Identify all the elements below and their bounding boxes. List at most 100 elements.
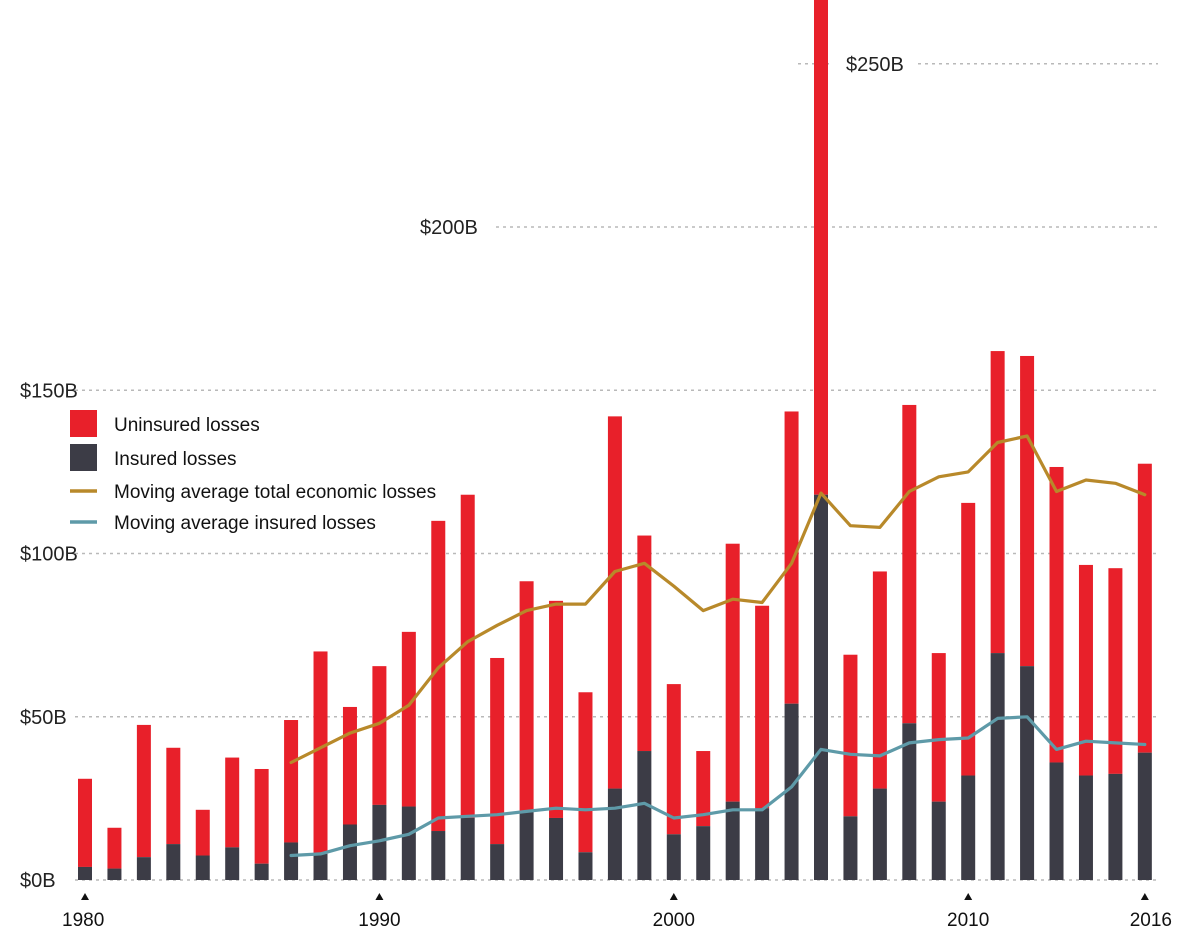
x-tick-label-2016: 2016 (1130, 910, 1172, 931)
x-tick-marker-2000 (669, 893, 678, 900)
bar-insured-2016 (1137, 752, 1152, 880)
y-tick-label-50: $50B (20, 707, 67, 729)
bars (78, 0, 1152, 880)
bar-uninsured-2003 (755, 605, 770, 809)
bar-uninsured-1984 (195, 809, 210, 856)
legend-label-2: Moving average total economic losses (114, 482, 436, 503)
bar-insured-1992 (431, 831, 446, 880)
line-moving-avg-insured (289, 715, 1147, 858)
legend-label-1: Insured losses (114, 449, 237, 470)
bar-uninsured-1980 (78, 778, 92, 867)
bar-insured-2005 (814, 494, 828, 880)
y-tick-label-0: $0B (20, 870, 56, 892)
bar-insured-2001 (696, 826, 711, 880)
bar-uninsured-1992 (431, 520, 446, 832)
bar-uninsured-2006 (843, 654, 858, 817)
bar-uninsured-1988 (313, 651, 328, 854)
x-tick-label-1990: 1990 (358, 910, 400, 931)
bar-uninsured-1994 (490, 657, 505, 845)
bar-uninsured-2013 (1049, 466, 1064, 763)
bar-uninsured-2016 (1137, 463, 1152, 753)
bar-insured-1988 (313, 853, 328, 880)
bar-insured-2004 (784, 703, 799, 880)
bar-insured-1993 (460, 817, 475, 880)
legend-swatch-1 (70, 444, 97, 471)
bar-uninsured-2015 (1108, 568, 1123, 774)
bar-insured-2008 (902, 723, 917, 880)
x-tick-label-1980: 1980 (62, 910, 104, 931)
x-tick-marker-1990 (375, 893, 384, 900)
bar-insured-2003 (755, 808, 770, 880)
bar-insured-2013 (1049, 762, 1064, 880)
bar-uninsured-1989 (342, 706, 357, 825)
x-tick-marker-1980 (81, 893, 89, 900)
bar-insured-2009 (931, 801, 946, 880)
bar-insured-1987 (284, 842, 299, 880)
bar-insured-2006 (843, 816, 858, 880)
bar-uninsured-1991 (401, 631, 416, 807)
bar-uninsured-1998 (607, 416, 622, 789)
legend-label-3: Moving average insured losses (114, 513, 376, 534)
bar-uninsured-2009 (931, 653, 946, 802)
bar-insured-2011 (990, 653, 1005, 880)
bar-uninsured-2001 (696, 751, 711, 827)
bar-uninsured-1995 (519, 581, 534, 812)
bar-insured-1997 (578, 852, 593, 880)
bar-uninsured-1987 (284, 720, 299, 843)
bar-insured-2012 (1020, 666, 1035, 880)
bar-insured-1996 (549, 817, 564, 880)
bar-uninsured-2004 (784, 411, 799, 704)
bar-insured-1998 (607, 788, 622, 880)
bar-insured-2002 (725, 801, 740, 880)
bar-insured-2010 (961, 775, 976, 880)
line-moving-avg-total (289, 434, 1147, 765)
bar-insured-1981 (107, 868, 122, 880)
bar-uninsured-2011 (990, 351, 1005, 654)
y-tick-label-250: $250B (846, 54, 904, 76)
bar-uninsured-2010 (961, 502, 976, 776)
moving-average-lines (289, 434, 1147, 858)
bar-uninsured-1990 (372, 666, 387, 805)
bar-uninsured-1993 (460, 494, 475, 818)
bar-insured-1985 (225, 847, 240, 880)
bar-insured-1980 (78, 866, 92, 880)
bar-insured-1990 (372, 804, 387, 880)
bar-uninsured-1983 (166, 747, 181, 845)
bar-uninsured-2012 (1020, 355, 1035, 667)
bar-insured-1995 (519, 811, 534, 880)
x-tick-marker-2010 (964, 893, 973, 900)
y-tick-label-100: $100B (20, 544, 78, 566)
bar-insured-1991 (401, 806, 416, 880)
legend: Uninsured losses Insured losses Moving ave… (70, 410, 436, 534)
bar-uninsured-1985 (225, 757, 240, 848)
bar-uninsured-2007 (872, 571, 887, 789)
bar-insured-1984 (195, 855, 210, 880)
x-tick-label-2010: 2010 (947, 910, 989, 931)
bar-insured-1999 (637, 751, 652, 880)
bar-uninsured-1986 (254, 768, 269, 864)
bar-insured-1986 (254, 863, 269, 880)
bar-uninsured-1997 (578, 692, 593, 853)
bar-uninsured-2002 (725, 543, 740, 802)
bar-insured-1983 (166, 844, 181, 880)
x-tick-label-2000: 2000 (653, 910, 695, 931)
bar-insured-1989 (342, 824, 357, 880)
bar-uninsured-2005 (814, 0, 828, 495)
bar-insured-1982 (136, 857, 151, 880)
bar-uninsured-1996 (549, 600, 564, 818)
bar-uninsured-1981 (107, 827, 122, 869)
bar-insured-2007 (872, 788, 887, 880)
bar-uninsured-2014 (1078, 564, 1093, 776)
legend-swatch-0 (70, 410, 97, 437)
bar-uninsured-2008 (902, 404, 917, 724)
y-tick-label-150: $150B (20, 380, 78, 402)
y-tick-labels: $0B $50B $100B $150B $200B $250B (20, 54, 904, 892)
x-axis: 1980 1990 2000 2010 2016 (62, 893, 1172, 931)
y-tick-label-200: $200B (420, 217, 478, 239)
legend-label-0: Uninsured losses (114, 415, 260, 436)
bar-uninsured-1982 (136, 724, 151, 858)
bar-uninsured-1999 (637, 535, 652, 752)
bar-insured-2015 (1108, 773, 1123, 880)
